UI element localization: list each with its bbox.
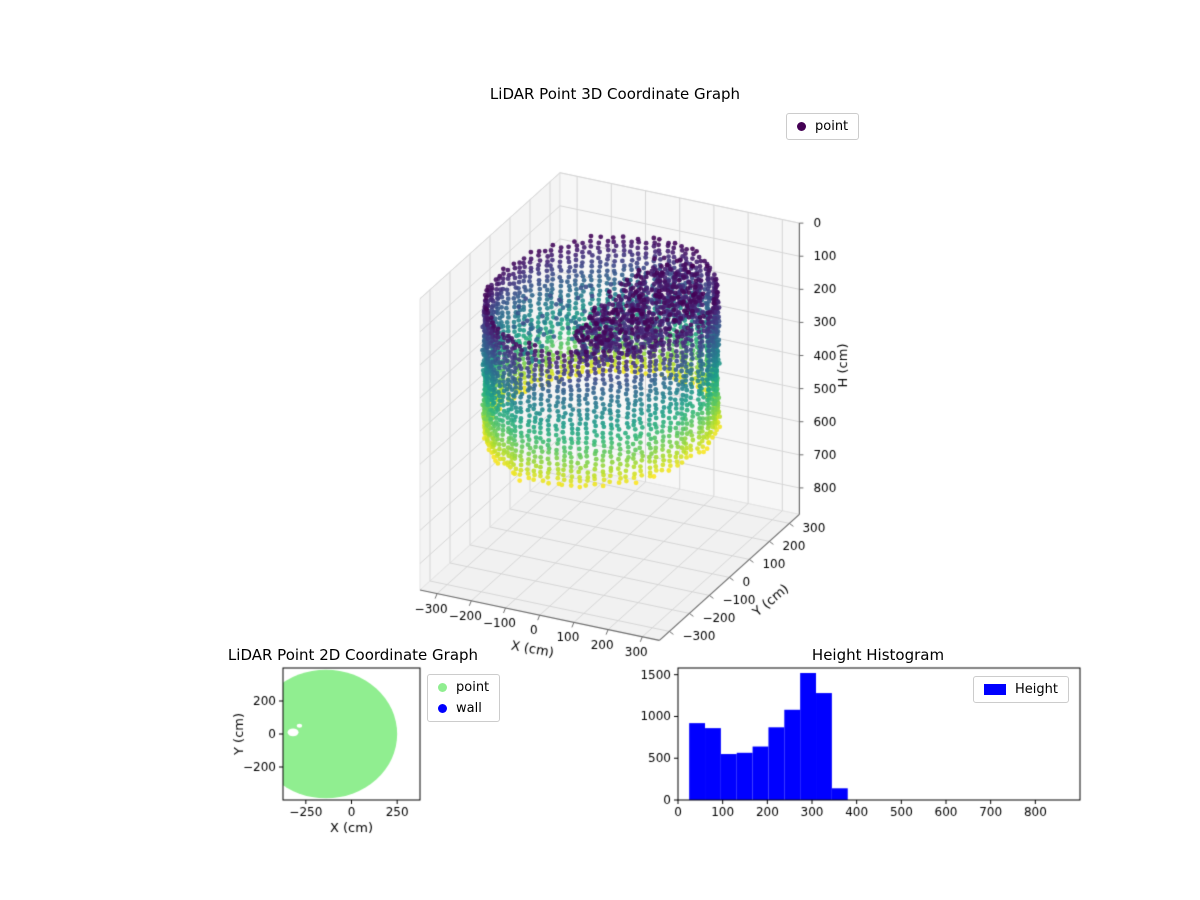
legend-label: point <box>456 680 490 695</box>
legend-item-wall: wall <box>438 701 489 716</box>
legend-label: point <box>815 119 849 134</box>
wall-marker-icon <box>438 704 447 713</box>
2d-plot-title: LiDAR Point 2D Coordinate Graph <box>227 646 479 664</box>
point-marker-icon <box>797 122 806 131</box>
legend-item-height: Height <box>984 682 1058 697</box>
legend-item-point: point <box>438 680 489 695</box>
height-patch-icon <box>984 684 1006 695</box>
3d-scatter-canvas <box>350 70 890 690</box>
histogram-title: Height Histogram <box>811 646 945 664</box>
legend-histogram: Height <box>973 676 1069 703</box>
legend-3d: point <box>786 113 860 140</box>
point-marker-icon <box>438 683 447 692</box>
3d-plot-title: LiDAR Point 3D Coordinate Graph <box>489 85 741 103</box>
legend-item-point: point <box>797 119 848 134</box>
legend-2d: point wall <box>427 674 501 722</box>
legend-label: Height <box>1015 682 1058 697</box>
legend-label: wall <box>456 701 482 716</box>
